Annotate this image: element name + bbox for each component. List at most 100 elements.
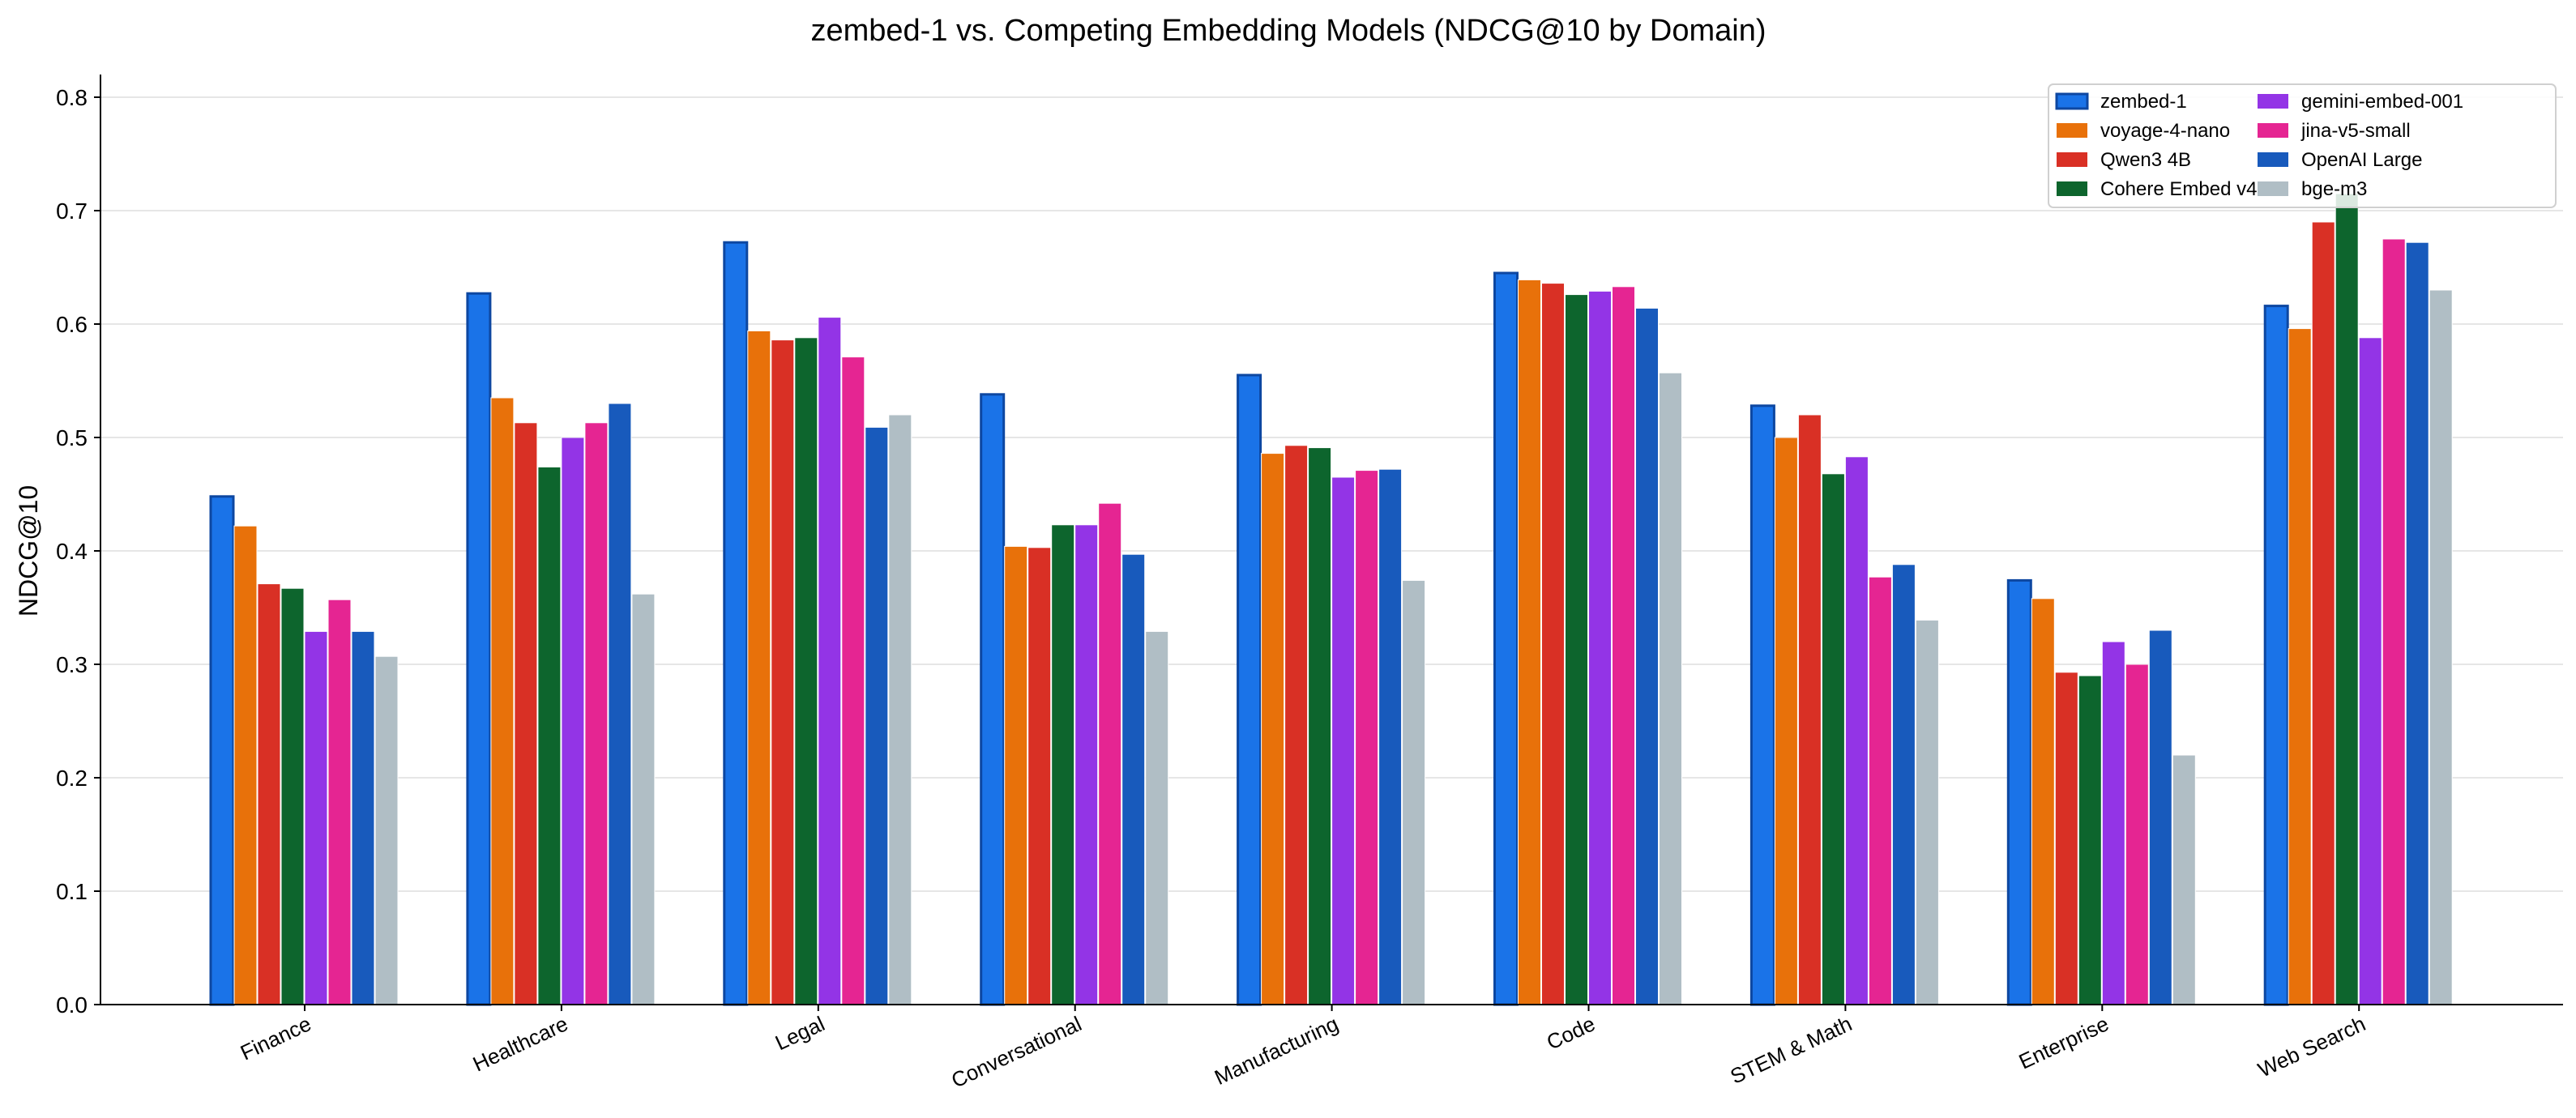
bar-jina-v5-small-code [1612,286,1635,1005]
legend-label: zembed-1 [2100,91,2187,113]
bar-voyage-4-nano-code [1518,279,1541,1005]
legend-label: jina-v5-small [2300,120,2411,142]
y-axis: 0.0 0.1 0.2 0.3 0.4 0.5 0.6 0.7 0.8 [56,75,101,1018]
bar-qwen3-4b-enterprise [2054,672,2078,1005]
bar-jina-v5-small-stem-math [1868,576,1892,1005]
bar-jina-v5-small-enterprise [2125,664,2149,1005]
y-tick-label: 0.7 [56,198,88,224]
bar-cohere-embed-v4-stem-math [1821,473,1845,1005]
legend-label: gemini-embed-001 [2301,91,2463,113]
x-axis: Finance Healthcare Legal Conversational Manu… [100,1004,2563,1093]
bar-zembed-1-healthcare [466,292,492,1006]
bar-openai-large-healthcare [608,403,632,1005]
bar-voyage-4-nano-manufacturing [1261,453,1285,1005]
bar-voyage-4-nano-stem-math [1774,437,1798,1005]
bar-openai-large-enterprise [2148,629,2172,1005]
bar-cohere-embed-v4-code [1565,294,1588,1005]
bar-cohere-embed-v4-enterprise [2078,675,2102,1005]
x-tick-label: STEM & Math [1727,1011,1856,1089]
x-tick-label: Finance [237,1011,315,1065]
bar-qwen3-4b-web-search [2311,221,2335,1005]
bar-cohere-embed-v4-healthcare [537,466,562,1005]
legend-swatch [2057,123,2087,138]
bar-qwen3-4b-manufacturing [1284,445,1309,1005]
x-tick-label: Manufacturing [1211,1011,1342,1090]
bar-zembed-1-manufacturing [1237,373,1262,1006]
bar-gemini-embed-001-enterprise [2101,641,2125,1005]
bar-gemini-embed-001-manufacturing [1331,476,1356,1005]
bar-voyage-4-nano-legal [747,330,771,1005]
bar-bge-m3-web-search [2429,289,2453,1005]
legend-swatch [2258,123,2288,138]
bar-zembed-1-stem-math [1749,404,1775,1006]
bar-voyage-4-nano-healthcare [490,397,515,1005]
legend-label: OpenAI Large [2301,149,2422,171]
y-tick-label: 0.5 [56,425,88,450]
bar-bge-m3-stem-math [1915,619,1939,1005]
legend-label: voyage-4-nano [2100,120,2230,142]
bar-qwen3-4b-conversational [1027,547,1052,1005]
legend-swatch [2258,152,2288,167]
bar-bge-m3-code [1659,372,1682,1005]
bar-bge-m3-finance [374,655,399,1005]
legend-label: Cohere Embed v4 [2100,178,2257,200]
bar-openai-large-legal [865,426,889,1005]
legend-box [2048,83,2557,208]
bars [209,193,2453,1006]
bar-gemini-embed-001-web-search [2358,337,2382,1005]
y-tick-label: 0.2 [56,766,88,791]
legend-swatch [2057,152,2087,167]
y-tick-label: 0.3 [56,652,88,677]
legend-swatch [2055,92,2089,110]
bar-jina-v5-small-healthcare [584,422,609,1005]
x-tick-label: Healthcare [469,1011,572,1076]
bar-zembed-1-finance [209,495,235,1006]
bar-voyage-4-nano-conversational [1004,545,1028,1005]
y-tick-label: 0.4 [56,539,88,564]
bar-gemini-embed-001-stem-math [1844,456,1869,1005]
bar-gemini-embed-001-code [1588,290,1612,1005]
x-tick-label: Code [1543,1011,1599,1054]
bar-zembed-1-web-search [2263,305,2289,1006]
bar-openai-large-stem-math [1891,564,1916,1005]
bar-qwen3-4b-healthcare [514,422,538,1005]
x-tick-label: Conversational [947,1011,1085,1092]
bar-gemini-embed-001-conversational [1074,524,1099,1005]
bar-qwen3-4b-legal [771,339,795,1005]
x-tick-label: Legal [771,1011,828,1055]
legend-label: bge-m3 [2301,178,2367,200]
bar-jina-v5-small-finance [327,599,352,1005]
x-tick-label: Enterprise [2015,1011,2112,1073]
bar-jina-v5-small-legal [841,356,865,1005]
y-tick-label: 0.1 [56,879,88,904]
bar-bge-m3-legal [888,414,912,1005]
y-axis-label: NDCG@10 [14,485,43,617]
bar-zembed-1-code [1493,271,1519,1006]
bar-jina-v5-small-manufacturing [1355,470,1379,1005]
bar-cohere-embed-v4-legal [794,337,818,1005]
bar-openai-large-conversational [1121,553,1146,1005]
legend-label: Qwen3 4B [2100,149,2191,171]
bar-cohere-embed-v4-conversational [1051,524,1075,1005]
bar-bge-m3-enterprise [2172,754,2196,1005]
bar-voyage-4-nano-web-search [2288,328,2312,1005]
bar-cohere-embed-v4-manufacturing [1308,447,1332,1005]
legend: zembed-1 voyage-4-nano Qwen3 4B Cohere Embe… [2048,83,2557,208]
y-tick-label: 0.8 [56,85,88,110]
legend-swatch [2057,181,2087,196]
bar-zembed-1-legal [723,241,749,1006]
bar-cohere-embed-v4-web-search [2335,193,2359,1005]
legend-swatch [2258,181,2288,196]
bar-gemini-embed-001-healthcare [561,437,585,1005]
bar-jina-v5-small-conversational [1098,502,1122,1005]
bar-jina-v5-small-web-search [2382,238,2406,1005]
x-tick-label: Web Search [2254,1011,2369,1082]
y-tick-label: 0.6 [56,312,88,337]
bar-zembed-1-conversational [980,393,1006,1006]
bar-voyage-4-nano-finance [233,525,258,1005]
bar-gemini-embed-001-finance [304,630,328,1005]
bar-qwen3-4b-stem-math [1797,414,1822,1005]
bar-bge-m3-healthcare [631,593,656,1005]
bar-qwen3-4b-code [1541,283,1565,1005]
